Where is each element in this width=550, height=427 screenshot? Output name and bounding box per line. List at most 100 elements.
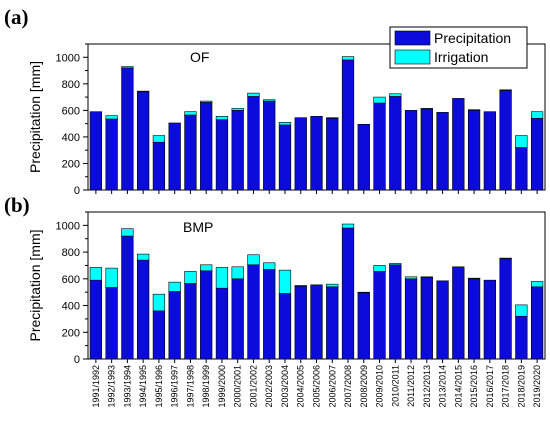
x-tick-label: 1994/1995 (138, 365, 148, 408)
bar-precipitation (373, 271, 386, 360)
legend-label: Irrigation (434, 49, 488, 65)
bar-precipitation (389, 96, 402, 191)
bar-precipitation (105, 287, 118, 360)
bar-irrigation (105, 115, 118, 120)
bar-irrigation (215, 267, 229, 289)
bar-precipitation (184, 283, 197, 360)
bar-irrigation (326, 283, 339, 288)
panel-label: (a) (4, 5, 29, 29)
bar-precipitation (357, 292, 370, 360)
bar-precipitation (515, 147, 528, 191)
panel-a: 0 200 400 600 800 1000 Precipitation [mm] (a) OF (4, 5, 546, 197)
bar-irrigation (326, 117, 339, 119)
x-tick-label: 2009/2010 (375, 365, 385, 408)
bar-precipitation (231, 110, 244, 191)
bar-irrigation (404, 276, 418, 280)
x-tick-label: 1991/1992 (91, 365, 101, 408)
bar-precipitation (373, 102, 386, 191)
bar-precipitation (137, 91, 150, 191)
bar-precipitation (263, 269, 276, 360)
bar-precipitation (247, 264, 260, 360)
bar-irrigation (121, 228, 134, 237)
bar-precipitation (168, 122, 181, 191)
x-tick-label: 2017/2018 (501, 365, 511, 408)
bar-irrigation (231, 108, 244, 111)
bar-precipitation (121, 235, 134, 360)
bar-irrigation (121, 66, 134, 69)
bar-precipitation (294, 117, 307, 191)
y-axis-label: Precipitation [mm] (27, 61, 43, 173)
y-tick-label: 800 (62, 247, 80, 259)
bar-precipitation (278, 293, 292, 360)
y-tick-label: 200 (62, 158, 80, 170)
bar-precipitation (310, 116, 323, 191)
bar-irrigation (215, 116, 229, 120)
x-tick-label: 2006/2007 (327, 365, 337, 408)
bar-irrigation (341, 56, 355, 61)
bar-precipitation (515, 315, 528, 360)
bar-precipitation (294, 285, 307, 360)
x-tick-labels: 1991/1992 1992/1993 1993/1994 1994/1995 1995… (91, 365, 542, 408)
x-tick-label: 1995/1996 (154, 365, 164, 408)
x-tick-label: 2018/2019 (516, 365, 526, 408)
bar-precipitation (420, 108, 433, 191)
bar-irrigation (200, 100, 213, 103)
x-tick-label: 2004/2005 (296, 365, 306, 408)
bar-precipitation (420, 277, 433, 360)
bar-precipitation (184, 114, 197, 191)
bar-precipitation (436, 280, 449, 360)
panel-annotation: OF (190, 49, 209, 65)
bar-precipitation (89, 111, 103, 191)
bar-irrigation (357, 291, 370, 294)
bar-irrigation (499, 89, 512, 91)
bar-precipitation (483, 279, 496, 360)
bar-precipitation (452, 266, 465, 360)
bar-precipitation (467, 110, 481, 191)
y-axis-label: Precipitation [mm] (27, 229, 43, 341)
x-tick-label: 2019/2020 (532, 365, 542, 408)
x-tick-label: 2000/2001 (233, 365, 243, 408)
bar-precipitation (89, 279, 103, 360)
x-tick-label: 2005/2006 (312, 365, 322, 408)
bar-precipitation (452, 98, 465, 191)
x-tick-label: 2013/2014 (438, 365, 448, 408)
bar-irrigation (231, 266, 244, 280)
bar-irrigation (263, 99, 276, 102)
x-tick-label: 1999/2000 (217, 365, 227, 408)
y-tick-label: 400 (62, 132, 80, 144)
bar-irrigation (278, 269, 292, 294)
bar-irrigation (467, 109, 481, 111)
legend-swatch (394, 49, 431, 65)
bar-precipitation (215, 119, 229, 191)
bar-precipitation (200, 270, 213, 360)
bar-precipitation (389, 264, 402, 360)
legend-label: Precipitation (434, 30, 511, 46)
panel-b: 0 200 400 600 800 1000 Precipitation [mm] (b) BM… (4, 193, 546, 366)
bar-irrigation (530, 281, 544, 288)
bar-precipitation (341, 227, 355, 360)
bar-irrigation (515, 135, 528, 148)
bar-irrigation (247, 92, 260, 97)
bar-precipitation (326, 286, 339, 360)
bar-precipitation (436, 112, 449, 191)
y-tick-label: 600 (62, 105, 80, 117)
bar-precipitation (404, 110, 418, 191)
y-tick-label: 0 (74, 354, 80, 366)
x-tick-label: 1997/1998 (185, 365, 195, 408)
bar-precipitation (200, 102, 213, 191)
bar-precipitation (121, 67, 134, 191)
bar-irrigation (373, 96, 386, 104)
bar-irrigation (184, 111, 197, 116)
x-tick-label: 2011/2012 (406, 365, 416, 407)
bar-irrigation (152, 293, 166, 312)
bar-precipitation (247, 96, 260, 191)
bar-precipitation (499, 90, 512, 191)
bar-irrigation (184, 271, 197, 284)
bar-precipitation (152, 310, 166, 360)
y-tick-label: 200 (62, 327, 80, 339)
bar-irrigation (467, 277, 481, 280)
bar-irrigation (152, 135, 166, 143)
bar-irrigation (515, 304, 528, 317)
y-tick-label: 400 (62, 301, 80, 313)
